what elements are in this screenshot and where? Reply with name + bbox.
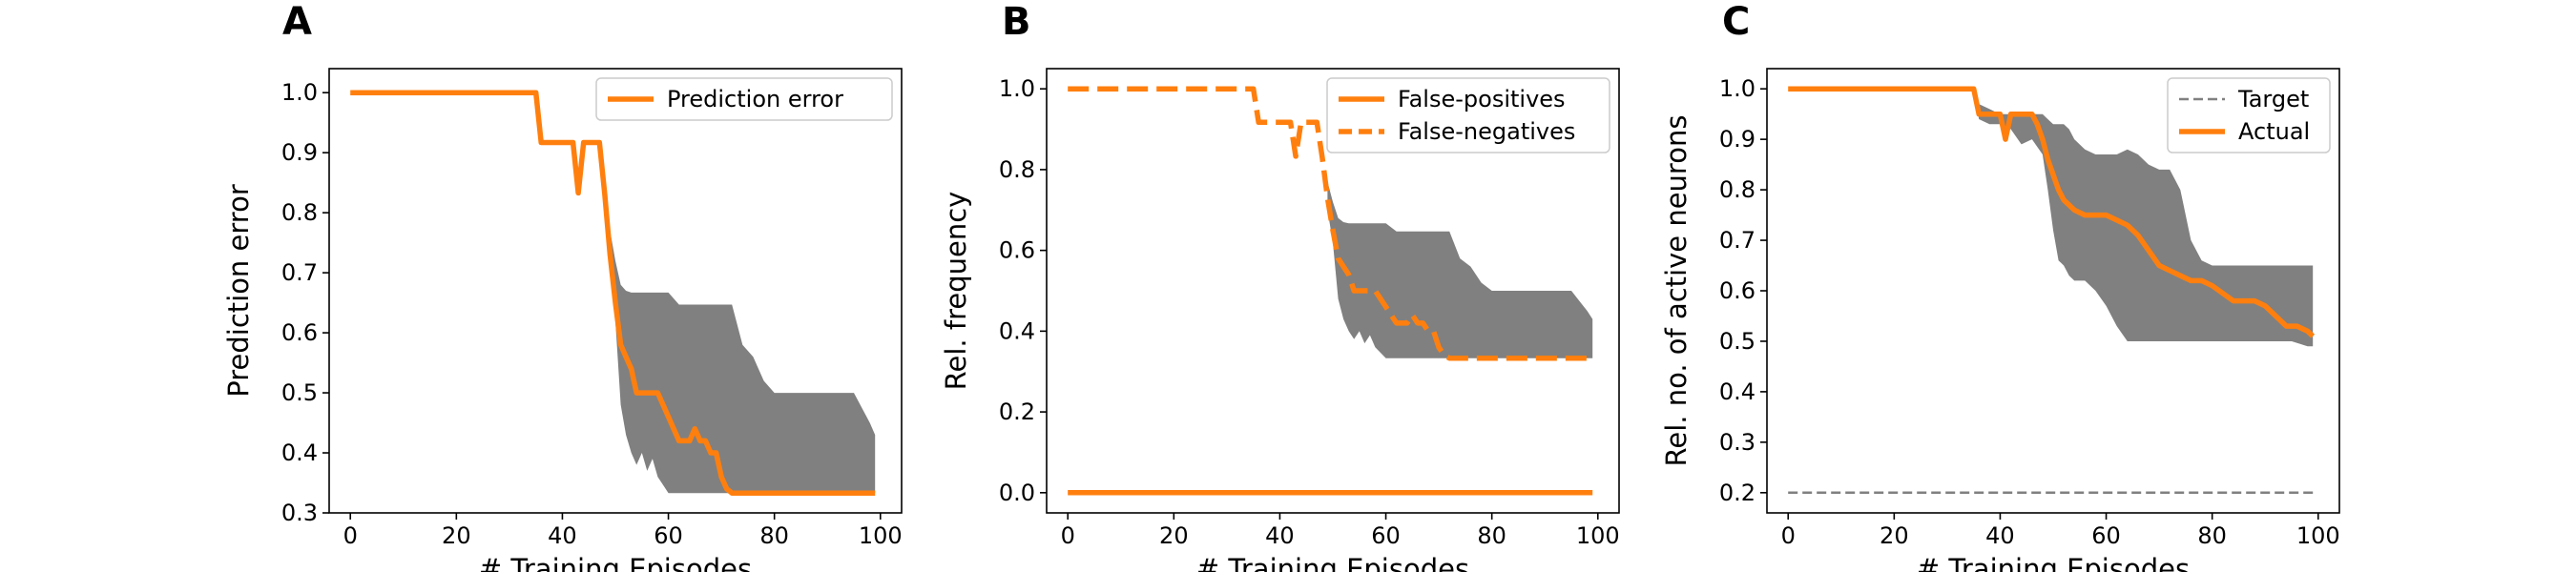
y-tick-label: 0.4 [281,439,318,466]
confidence-band [1327,181,1593,358]
y-tick-label: 0.3 [1719,429,1755,456]
x-tick-label: 40 [1985,522,2015,549]
y-tick-label: 0.4 [999,317,1035,344]
y-tick-label: 1.0 [281,79,318,106]
x-tick-label: 60 [1371,522,1401,549]
axes-frame [1046,68,1620,514]
legend-label: False-negatives [1398,118,1575,145]
panel-letter: C [1722,0,1750,44]
x-tick-label: 20 [1880,522,1909,549]
x-tick-label: 40 [548,522,577,549]
panel-c: C 0 20 40 60 80 100 0.2 0.3 0.4 0.5 0.6 0.7 0.8 0.9 1.0… [1660,0,2340,572]
x-tick-label: 60 [2091,522,2121,549]
y-axis-label: Rel. frequency [940,192,972,391]
panel-letter: B [1002,0,1031,44]
x-axis-label: # Training Episodes [1196,553,1469,572]
y-tick-label: 0.2 [1719,480,1755,506]
x-axis-label: # Training Episodes [1917,553,2190,572]
y-axis-label: Rel. no. of active neurons [1660,115,1693,467]
legend-label: Actual [2238,118,2310,145]
confidence-band [1973,89,2314,347]
confidence-band [610,231,876,494]
x-tick-label: 100 [1576,522,1620,549]
x-tick-label: 0 [1781,522,1796,549]
y-tick-label: 0.9 [1719,126,1755,153]
legend-label: False-positives [1398,86,1566,112]
legend-label: Prediction error [667,86,843,112]
y-tick-label: 0.7 [281,259,318,286]
x-axis-label: # Training Episodes [479,553,752,572]
x-tick-label: 80 [1477,522,1506,549]
y-tick-label: 1.0 [1719,75,1755,102]
y-tick-label: 0.6 [1719,277,1755,304]
panel-letter: A [282,0,312,44]
y-tick-label: 0.5 [1719,328,1755,355]
legend: Prediction error [595,77,893,121]
y-tick-label: 0.8 [281,199,318,226]
x-tick-label: 60 [654,522,683,549]
panel-b: B 0 20 40 60 80 100 0.0 0.2 0.4 0.6 0.8 1.0 # Trainin… [940,0,1620,572]
y-tick-label: 0.7 [1719,227,1755,254]
legend-box [1326,77,1610,153]
x-tick-label: 40 [1265,522,1295,549]
x-tick-label: 0 [1061,522,1075,549]
x-tick-label: 20 [442,522,471,549]
y-tick-label: 0.0 [999,480,1035,506]
y-tick-label: 0.4 [1719,378,1755,405]
series-line-false-negatives [1068,86,1593,361]
x-tick-label: 0 [343,522,358,549]
legend: False-positives False-negatives [1326,77,1610,153]
y-tick-label: 0.6 [999,237,1035,264]
y-tick-label: 0.8 [1719,176,1755,203]
legend-label: Target [2237,86,2309,112]
axes-frame [328,68,903,514]
x-tick-label: 100 [859,522,903,549]
legend-box [595,77,893,121]
y-tick-label: 0.2 [999,398,1035,425]
y-tick-label: 1.0 [999,75,1035,102]
y-axis-label: Prediction error [222,184,255,398]
y-tick-label: 0.8 [999,156,1035,183]
x-tick-label: 80 [2197,522,2227,549]
x-tick-label: 100 [2296,522,2340,549]
legend: Target Actual [2167,77,2331,153]
y-tick-label: 0.3 [281,500,318,526]
y-tick-label: 0.6 [281,319,318,346]
x-tick-label: 20 [1159,522,1189,549]
y-tick-label: 0.9 [281,139,318,166]
panel-a: A 0 20 40 60 80 100 0.3 0.4 0.5 0.6 0.7 0.8 0.9 1.0 # T… [222,0,903,572]
series-line-actual [1788,86,2316,338]
x-tick-label: 80 [759,522,789,549]
y-tick-label: 0.5 [281,379,318,406]
series-line-prediction-error [350,90,876,496]
